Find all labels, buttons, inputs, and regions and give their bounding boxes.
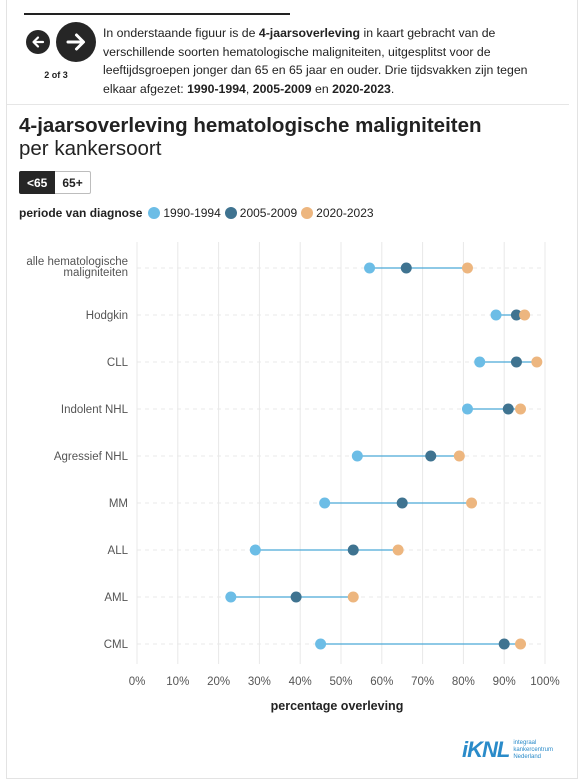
legend-label-1990: 1990-1994: [163, 206, 221, 220]
data-point-2005: [498, 638, 510, 650]
data-point-2020: [461, 262, 473, 274]
data-point-2020: [347, 591, 359, 603]
legend-item-2020: 2020-2023: [301, 206, 374, 220]
data-point-2005: [347, 544, 359, 556]
category-label: Agressief NHL: [54, 451, 129, 463]
data-point-2005: [396, 497, 408, 509]
category-label: Hodgkin: [86, 310, 128, 322]
data-point-2005: [502, 403, 514, 415]
legend-title: periode van diagnose: [19, 206, 143, 220]
x-tick-label: 50%: [329, 676, 352, 688]
data-point-1990: [364, 262, 376, 274]
pager-indicator: 2 of 3: [44, 70, 68, 80]
header-rule: [24, 13, 290, 15]
x-tick-label: 10%: [166, 676, 189, 688]
legend-dot-1990: [148, 207, 161, 219]
data-point-2005: [400, 262, 412, 274]
previous-button[interactable]: [26, 30, 50, 54]
data-point-2005: [510, 309, 522, 321]
category-label: CLL: [107, 357, 129, 369]
data-point-1990: [461, 403, 473, 415]
data-point-1990: [225, 591, 237, 603]
x-tick-label: 40%: [289, 676, 312, 688]
data-point-1990: [474, 356, 486, 368]
legend-item-2005: 2005-2009: [224, 206, 298, 220]
x-axis-label: percentage overleving: [271, 699, 404, 713]
category-label: alle hematologische maligniteiten: [26, 256, 128, 279]
toggle-65-plus[interactable]: 65+: [55, 171, 91, 194]
data-point-2020: [515, 403, 527, 415]
legend-label-2020: 2020-2023: [316, 206, 374, 220]
data-point-1990: [351, 450, 363, 462]
x-tick-label: 70%: [411, 676, 434, 688]
data-point-1990: [490, 309, 502, 321]
data-point-2020: [515, 638, 527, 650]
age-toggle: <65 65+: [19, 171, 91, 194]
next-button[interactable]: [56, 22, 96, 62]
data-point-2020: [519, 309, 531, 321]
arrow-right-icon: [66, 33, 85, 51]
x-tick-label: 100%: [530, 676, 559, 688]
legend: periode van diagnose 1990-1994 2005-2009…: [19, 206, 378, 220]
x-tick-label: 90%: [493, 676, 516, 688]
legend-label-2005: 2005-2009: [239, 206, 298, 220]
section-divider: [7, 104, 569, 105]
category-label: ALL: [108, 545, 129, 557]
x-tick-label: 20%: [207, 676, 230, 688]
data-point-2020: [531, 356, 543, 368]
x-tick-label: 80%: [452, 676, 475, 688]
legend-dot-2020: [301, 207, 314, 219]
legend-item-1990: 1990-1994: [148, 206, 221, 220]
legend-dot-2005: [224, 207, 237, 219]
toggle-under-65[interactable]: <65: [19, 171, 56, 194]
iknl-logo: iKNL integraal kankercentrum Nederland: [462, 737, 553, 763]
x-tick-label: 30%: [248, 676, 271, 688]
category-label: Indolent NHL: [61, 404, 129, 416]
card-frame: [6, 0, 578, 779]
data-point-1990: [249, 544, 261, 556]
data-point-1990: [319, 497, 331, 509]
data-point-2005: [290, 591, 302, 603]
data-point-1990: [315, 638, 327, 650]
arrow-left-icon: [32, 36, 45, 48]
chart-title: 4-jaarsoverleving hematologische maligni…: [19, 114, 482, 137]
category-label: CML: [104, 639, 129, 651]
data-point-2020: [392, 544, 404, 556]
data-point-2020: [453, 450, 465, 462]
data-point-2005: [425, 450, 437, 462]
category-label: MM: [109, 498, 128, 510]
logo-mark: iKNL: [462, 737, 510, 762]
x-tick-label: 0%: [129, 676, 146, 688]
intro-text: In onderstaande figuur is de 4-jaarsover…: [103, 26, 528, 96]
category-label: AML: [104, 592, 128, 604]
x-tick-label: 60%: [370, 676, 393, 688]
logo-text: integraal kankercentrum Nederland: [513, 739, 554, 760]
data-point-2005: [510, 356, 522, 368]
chart-subtitle: per kankersoort: [19, 137, 162, 160]
data-point-2020: [466, 497, 478, 509]
